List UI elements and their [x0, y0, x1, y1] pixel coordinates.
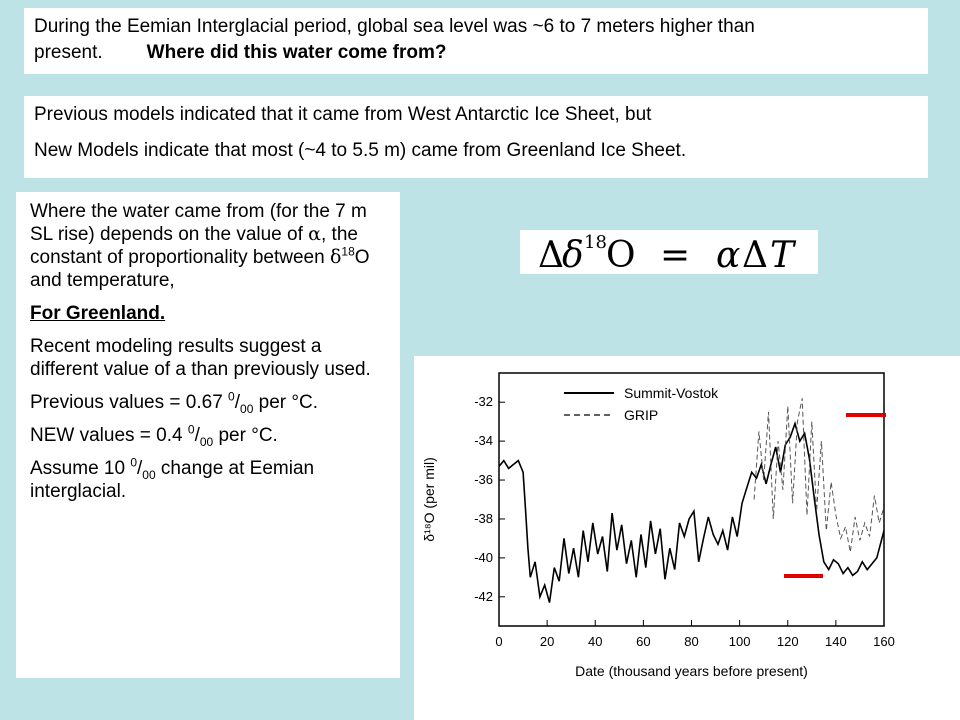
x-axis-label: Date (thousand years before present) [575, 663, 808, 679]
x-tick-label: 20 [540, 634, 554, 649]
recent-modeling-text: Recent modeling results suggest a differ… [30, 336, 371, 380]
x-tick-label: 100 [729, 634, 751, 649]
formula-delta: δ [562, 235, 584, 274]
y-tick-label: -40 [474, 550, 493, 565]
intro-text: During the Eemian Interglacial period, g… [34, 16, 755, 63]
formula-graphic: Δ δ 18 O = α Δ T [538, 232, 797, 276]
y-tick-label: -32 [474, 394, 493, 409]
x-tick-label: 160 [873, 634, 895, 649]
new-models-text: New Models indicate that most (~4 to 5.5… [34, 140, 687, 161]
previous-values-text: Previous values = 0.67 0/00 per °C. [30, 389, 318, 416]
x-tick-label: 140 [825, 634, 847, 649]
y-tick-label: -42 [474, 589, 493, 604]
assume-change-text: Assume 10 0/00 change at Eemian intergla… [30, 455, 315, 502]
plot-frame [498, 372, 885, 627]
delta-symbol: δ [329, 246, 342, 268]
new-values-text: NEW values = 0.4 0/00 per °C. [30, 422, 278, 449]
y-tick-label: -34 [474, 433, 493, 448]
y-tick-label: -36 [474, 472, 493, 487]
x-tick-label: 60 [636, 634, 650, 649]
for-greenland-heading: For Greenland. [30, 303, 166, 324]
series-line-grip [753, 398, 885, 553]
legend-label: GRIP [624, 407, 658, 423]
y-axis-label: δ¹⁸O (per mil) [421, 457, 437, 541]
x-tick-label: 120 [777, 634, 799, 649]
x-tick-label: 0 [495, 634, 502, 649]
explanation-box: Where the water came from (for the 7 m S… [16, 192, 400, 678]
previous-models-text: Previous models indicated that it came f… [34, 104, 652, 125]
formula-t: T [770, 235, 797, 274]
delta-o18-chart-panel: 0 20 40 60 80 100 120 140 160 -32 -34 -36 -38 -40 -42 … [414, 356, 960, 720]
formula-sup-18: 18 [584, 232, 607, 253]
series-line-summit-vostok [498, 420, 885, 603]
y-tick-label: -38 [474, 511, 493, 526]
x-tick-label: 40 [588, 634, 602, 649]
x-tick-label: 80 [684, 634, 698, 649]
formula-o: O [606, 235, 636, 274]
formula-capital-delta-2: Δ [742, 235, 768, 274]
alpha-symbol: α [308, 223, 321, 245]
delta-o18-formula: Δ δ 18 O = α Δ T [520, 230, 818, 276]
formula-capital-delta: Δ [538, 235, 564, 274]
models-box: Previous models indicated that it came f… [24, 96, 928, 178]
formula-alpha: α [716, 235, 740, 274]
formula-equals: = [660, 235, 690, 274]
alpha-explanation: Where the water came from (for the 7 m S… [30, 201, 370, 291]
legend-label: Summit-Vostok [624, 385, 719, 401]
intro-box: During the Eemian Interglacial period, g… [24, 8, 928, 74]
delta-o18-chart: 0 20 40 60 80 100 120 140 160-32-34-36-38-40-42 … [421, 372, 895, 679]
intro-question: Where did this water come from? [146, 42, 447, 63]
